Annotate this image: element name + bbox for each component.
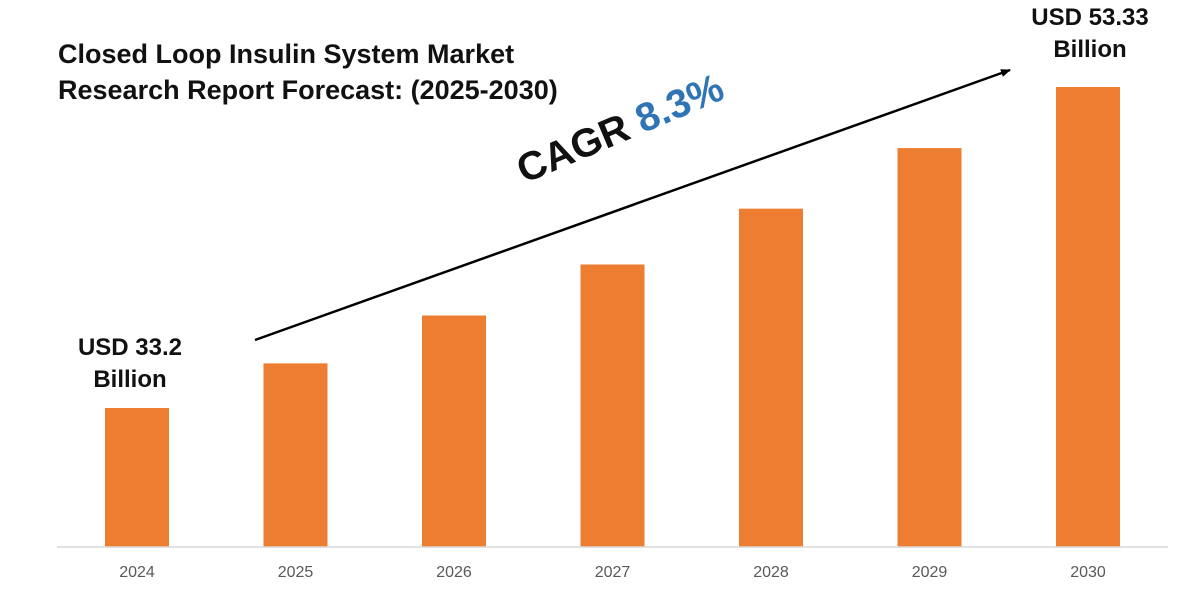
bar-2028 — [739, 208, 803, 547]
end-value-line-1: USD 53.33 — [1031, 4, 1149, 31]
end-value-callout: USD 53.33 Billion — [1010, 2, 1170, 66]
bar-2025 — [263, 363, 328, 547]
x-tick-2026: 2026 — [436, 564, 472, 581]
bar-2026 — [422, 315, 486, 547]
x-tick-2030: 2030 — [1070, 564, 1106, 581]
bar-2027 — [580, 264, 645, 547]
x-tick-2027: 2027 — [595, 564, 631, 581]
bar-2029 — [897, 148, 962, 547]
growth-arrow — [254, 68, 1011, 342]
bar-2030 — [1056, 87, 1120, 547]
start-value-line-2: Billion — [93, 366, 167, 393]
chart-title: Closed Loop Insulin System Market Resear… — [58, 36, 618, 108]
start-value-callout: USD 33.2 Billion — [60, 332, 200, 396]
x-tick-2028: 2028 — [753, 564, 789, 581]
start-value-line-1: USD 33.2 — [77, 334, 183, 361]
chart-title-line-1: Closed Loop Insulin System Market — [58, 39, 515, 69]
bars-group — [105, 87, 1120, 547]
chart-title-line-2: Research Report Forecast: (2025-2030) — [58, 75, 558, 105]
bar-2024 — [105, 408, 169, 547]
x-tick-2025: 2025 — [278, 564, 314, 581]
x-tick-2024: 2024 — [119, 564, 155, 581]
x-tick-labels: 2024 2025 2026 2027 2028 2029 2030 — [119, 564, 1106, 581]
end-value-line-2: Billion — [1053, 36, 1127, 63]
x-tick-2029: 2029 — [912, 564, 948, 581]
